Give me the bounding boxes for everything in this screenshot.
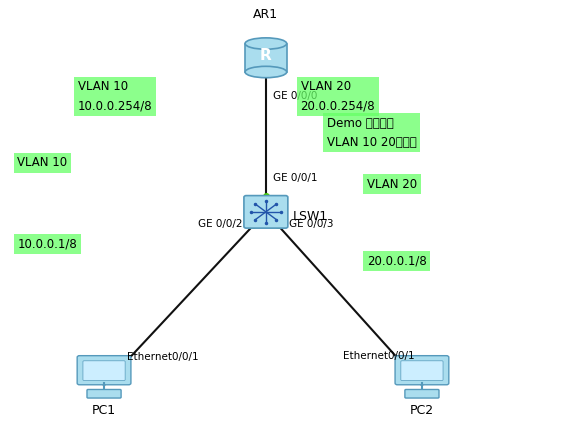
Text: Ethernet0/0/1: Ethernet0/0/1	[127, 351, 199, 362]
Text: 20.0.0.1/8: 20.0.0.1/8	[367, 255, 427, 268]
FancyBboxPatch shape	[244, 196, 288, 228]
Ellipse shape	[245, 38, 287, 49]
Text: VLAN 20
20.0.0.254/8: VLAN 20 20.0.0.254/8	[301, 80, 375, 112]
Text: Demo 单臂路由
VLAN 10 20间通讯: Demo 单臂路由 VLAN 10 20间通讯	[327, 117, 416, 149]
Text: PC2: PC2	[410, 404, 434, 417]
Ellipse shape	[245, 66, 287, 78]
FancyBboxPatch shape	[87, 389, 121, 398]
Text: AR1: AR1	[253, 9, 279, 21]
Text: PC1: PC1	[92, 404, 116, 417]
FancyBboxPatch shape	[83, 361, 125, 380]
Text: VLAN 10
10.0.0.254/8: VLAN 10 10.0.0.254/8	[78, 80, 153, 112]
FancyBboxPatch shape	[77, 356, 131, 385]
FancyBboxPatch shape	[401, 361, 443, 380]
Text: VLAN 20: VLAN 20	[367, 178, 417, 190]
FancyBboxPatch shape	[405, 389, 439, 398]
Text: R: R	[260, 48, 272, 63]
Text: 10.0.0.1/8: 10.0.0.1/8	[17, 238, 77, 250]
Text: GE 0/0/0: GE 0/0/0	[273, 91, 317, 101]
Text: LSW1: LSW1	[292, 210, 328, 223]
Text: VLAN 10: VLAN 10	[17, 156, 68, 169]
Text: GE 0/0/1: GE 0/0/1	[273, 173, 317, 183]
Text: GE 0/0/3: GE 0/0/3	[289, 220, 334, 229]
Text: Ethernet0/0/1: Ethernet0/0/1	[343, 351, 414, 361]
FancyBboxPatch shape	[395, 356, 449, 385]
Bar	[245, 44, 287, 72]
Text: GE 0/0/2: GE 0/0/2	[198, 219, 243, 229]
